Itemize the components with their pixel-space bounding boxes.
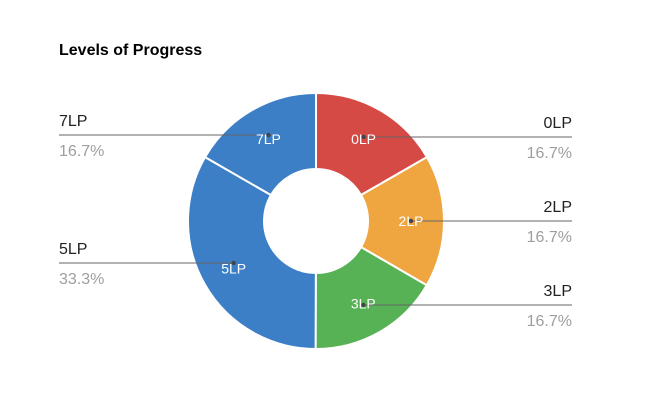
leader-dot-0lp	[361, 134, 366, 140]
donut-slices	[187, 91, 445, 351]
slice-label-7lp: 7LP	[256, 131, 281, 147]
leader-dot-3lp	[361, 302, 366, 308]
slice-label-3lp: 3LP	[351, 295, 376, 311]
outer-labels: 0LP 16.7% 2LP 16.7% 3LP 16.7% 5LP 33.3% 7LP 16.7%	[59, 113, 572, 330]
slice-labels: 0LP 2LP 3LP 5LP 7LP	[221, 131, 423, 312]
leader-dot-2lp	[408, 218, 414, 224]
legend-percent-5lp: 33.3%	[59, 271, 104, 288]
legend-percent-0lp: 16.7%	[527, 145, 572, 162]
legend-name-2lp: 2LP	[544, 199, 572, 216]
slice-5lp	[187, 155, 317, 351]
leader-dot-7lp	[266, 132, 271, 138]
legend-name-7lp: 7LP	[59, 113, 87, 130]
slice-label-5lp: 5LP	[221, 260, 246, 276]
slice-2lp	[359, 155, 445, 287]
slice-label-0lp: 0LP	[351, 131, 376, 147]
legend-name-3lp: 3LP	[544, 283, 572, 300]
slice-label-2lp: 2LP	[399, 213, 424, 229]
legend-percent-7lp: 16.7%	[59, 143, 104, 160]
legend-percent-2lp: 16.7%	[527, 229, 572, 246]
chart-title: Levels of Progress	[59, 42, 202, 59]
slice-0lp	[315, 91, 429, 197]
leader-dot-5lp	[231, 260, 236, 266]
legend-percent-3lp: 16.7%	[527, 313, 572, 330]
legend-name-0lp: 0LP	[544, 115, 572, 132]
slice-3lp	[314, 245, 429, 350]
slice-7lp	[203, 91, 317, 197]
leader-lines	[59, 132, 572, 308]
legend-name-5lp: 5LP	[59, 241, 87, 258]
